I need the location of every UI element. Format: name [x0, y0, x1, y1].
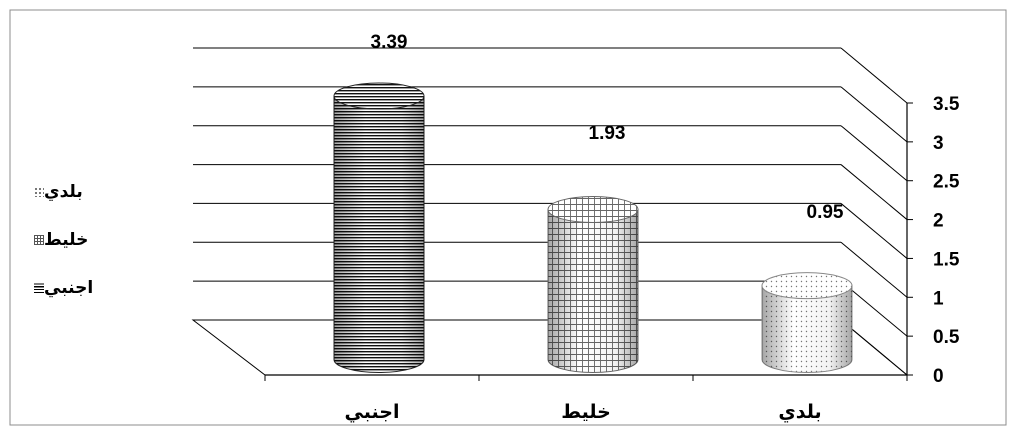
- bar: [761, 272, 853, 373]
- y-tick-label: 2.5: [933, 172, 960, 193]
- y-tick-label: 3: [933, 133, 944, 154]
- bars: [333, 82, 853, 373]
- y-tick-label: 3.5: [933, 94, 960, 115]
- category-label: خليط: [561, 401, 611, 423]
- side-gridline: [840, 86, 908, 143]
- legend-label: خليط: [44, 230, 89, 250]
- chart-frame: [9, 9, 1007, 426]
- side-gridline: [840, 164, 908, 220]
- legend-label: اجنبي: [44, 278, 94, 298]
- side-gridline: [840, 125, 908, 182]
- axes: 0 0.5 1 1.5 2 2.5 3 3.5: [264, 94, 960, 387]
- y-tick-label: 2: [933, 211, 944, 232]
- data-label: 1.93: [589, 123, 626, 144]
- side-gridline: [840, 47, 908, 104]
- legend-item: اجنبي: [30, 264, 120, 312]
- legend-swatch: [34, 235, 44, 245]
- legend: بلدي خليط اجنبي: [30, 168, 120, 312]
- legend-swatch: [34, 283, 44, 293]
- y-tick-label: 0.5: [933, 327, 960, 348]
- bar: [333, 82, 425, 373]
- category-label: اجنبي: [345, 401, 400, 423]
- y-tick-label: 1.5: [933, 249, 960, 270]
- legend-swatch: [34, 187, 44, 197]
- side-gridline: [840, 203, 908, 259]
- side-gridline: [840, 241, 908, 298]
- y-tick-label: 1: [933, 288, 944, 309]
- legend-label: بلدي: [44, 182, 83, 202]
- data-label: 0.95: [807, 202, 844, 223]
- legend-item: خليط: [30, 216, 120, 264]
- legend-item: بلدي: [30, 168, 120, 216]
- y-tick-label: 0: [933, 366, 944, 387]
- labels: 3.39 اجنبي 1.93 خليط 0.95 بلدي: [345, 32, 844, 424]
- data-label: 3.39: [371, 32, 408, 53]
- category-label: بلدي: [778, 401, 821, 424]
- bar: [547, 196, 639, 373]
